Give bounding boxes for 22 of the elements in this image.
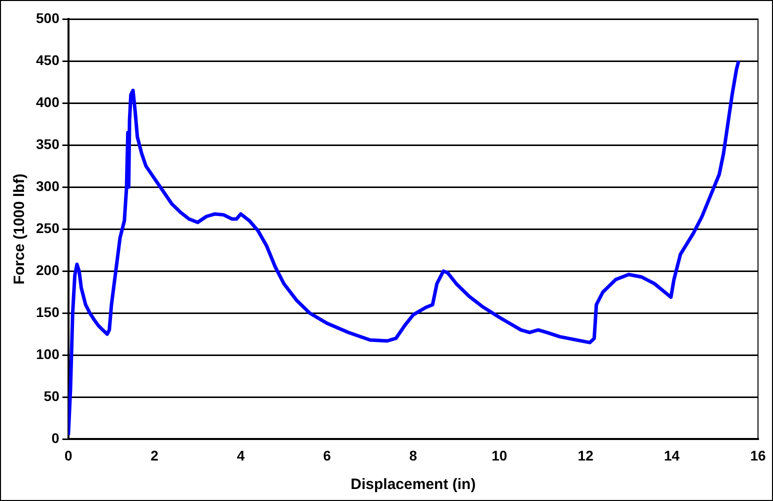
x-tick-label: 14 [664,447,680,464]
y-tick-label: 350 [36,136,60,152]
y-tick-label: 0 [52,430,60,446]
x-axis-title: Displacement (in) [350,476,476,494]
y-tick-label: 300 [36,178,60,194]
x-tick-label: 16 [750,447,766,464]
y-tick-label: 250 [36,220,60,236]
y-tick-label: 500 [36,10,60,26]
x-tick-label: 8 [409,447,418,464]
x-tick-label: 4 [236,447,245,464]
x-tick-label: 0 [64,447,72,464]
x-tick-label: 6 [323,447,332,464]
x-tick-label: 2 [150,447,159,464]
y-tick-label: 50 [44,388,60,404]
x-tick-label: 12 [578,447,594,464]
y-tick-label: 150 [36,304,60,320]
y-tick-label: 100 [36,346,60,362]
y-tick-label: 200 [36,262,60,278]
x-tick-label: 10 [492,447,508,464]
y-tick-label: 400 [36,94,60,110]
y-axis-title: Force (1000 lbf) [11,174,28,285]
y-tick-label: 450 [36,52,60,68]
